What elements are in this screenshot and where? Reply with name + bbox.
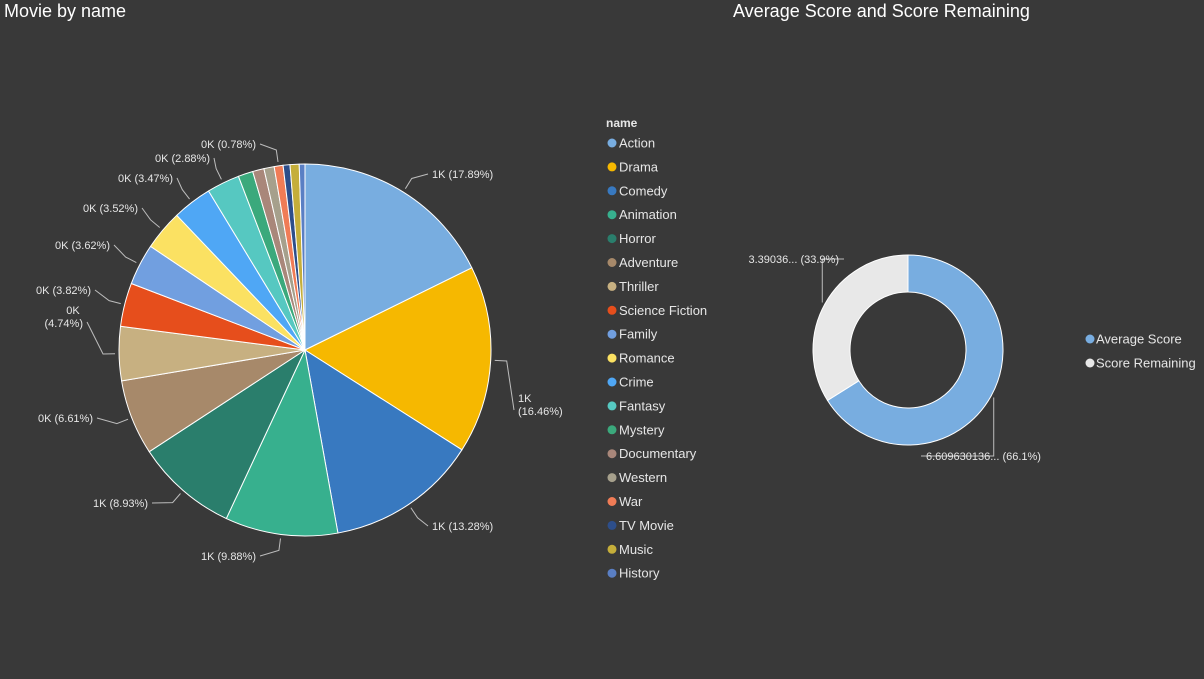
- legend-marker-documentary[interactable]: [607, 449, 617, 459]
- pie-leader-line-family: [113, 244, 137, 264]
- legend-marker-action[interactable]: [607, 138, 617, 148]
- legend-marker-history[interactable]: [607, 568, 617, 578]
- pie-data-label-fantasy: 0K (2.88%): [155, 153, 210, 165]
- legend-marker-adventure[interactable]: [607, 258, 617, 267]
- pie-leader-line-romance: [141, 207, 161, 228]
- pie-data-label-horror: 1K (8.93%): [93, 498, 148, 510]
- legend-item-horror[interactable]: Horror: [619, 231, 657, 246]
- pie-data-label-crime: 0K (3.47%): [118, 173, 173, 185]
- legend-item-mystery[interactable]: Mystery: [619, 422, 665, 437]
- legend-item-drama[interactable]: Drama: [619, 159, 659, 174]
- donut-slice-average-score[interactable]: [826, 254, 1004, 446]
- pie-data-label-action: 1K (17.89%): [432, 169, 493, 181]
- legend-item-war[interactable]: War: [619, 494, 643, 509]
- pie-data-label-family: 0K (3.62%): [55, 240, 110, 252]
- legend-marker-war[interactable]: [607, 497, 617, 506]
- pie-leader-line-war: [259, 143, 279, 162]
- pie-data-label-adventure: 0K (6.61%): [38, 413, 93, 425]
- pie-leader-line-drama: [494, 359, 515, 411]
- pie-leader-line-thriller: [86, 321, 116, 355]
- legend-marker-thriller[interactable]: [607, 281, 617, 291]
- pie-leader-line-comedy: [410, 507, 429, 527]
- legend-item-score-remaining[interactable]: Score Remaining: [1096, 356, 1196, 371]
- legend-item-documentary[interactable]: Documentary: [619, 446, 697, 461]
- legend-marker-music[interactable]: [607, 544, 617, 554]
- legend-item-western[interactable]: Western: [619, 470, 667, 485]
- legend-item-family[interactable]: Family: [619, 327, 658, 342]
- donut-leader-line-score-remaining: [821, 258, 844, 303]
- pie-slice-drama[interactable]: [304, 267, 492, 451]
- legend-item-action[interactable]: Action: [619, 136, 655, 151]
- legend-marker-score-remaining[interactable]: [1085, 358, 1095, 368]
- pie-slice-comedy[interactable]: [304, 349, 463, 534]
- pie-leader-line-action: [404, 173, 429, 189]
- legend-marker-western[interactable]: [607, 473, 617, 483]
- legend-item-animation[interactable]: Animation: [619, 207, 677, 222]
- pie-data-label-animation: 1K (9.88%): [201, 551, 256, 563]
- pie-data-label-romance: 0K (3.52%): [83, 203, 138, 215]
- pie-legend-title: name: [606, 116, 638, 130]
- legend-item-history[interactable]: History: [619, 566, 660, 581]
- pie-data-label-drama: 1K (16.46%): [518, 393, 563, 418]
- legend-marker-average-score[interactable]: [1085, 334, 1095, 344]
- pie-data-label-war: 0K (0.78%): [201, 139, 256, 151]
- legend-marker-comedy[interactable]: [607, 186, 617, 196]
- pie-data-label-science-fiction: 0K (3.82%): [36, 285, 91, 297]
- donut-slice-score-remaining[interactable]: [812, 254, 909, 402]
- legend-marker-horror[interactable]: [607, 234, 617, 244]
- legend-marker-science-fiction[interactable]: [607, 305, 617, 315]
- pie-slice-animation[interactable]: [225, 349, 339, 537]
- legend-item-crime[interactable]: Crime: [619, 375, 654, 390]
- pie-chart-title: Movie by name: [4, 1, 127, 21]
- legend-marker-fantasy[interactable]: [607, 401, 617, 411]
- legend-item-romance[interactable]: Romance: [619, 351, 675, 366]
- pie-slice-history[interactable]: [298, 163, 306, 351]
- donut-leader-line-average-score: [921, 397, 995, 457]
- legend-marker-crime[interactable]: [607, 377, 617, 387]
- legend-item-science-fiction[interactable]: Science Fiction: [619, 303, 707, 318]
- legend-marker-mystery[interactable]: [607, 425, 617, 435]
- legend-marker-animation[interactable]: [607, 210, 617, 220]
- donut-data-label-average-score: 6.609630136... (66.1%): [926, 451, 1041, 463]
- legend-item-comedy[interactable]: Comedy: [619, 183, 668, 198]
- pie-leader-line-adventure: [96, 417, 129, 425]
- pie-slice-horror[interactable]: [148, 349, 306, 520]
- legend-marker-tv-movie[interactable]: [607, 520, 617, 530]
- pie-leader-line-science-fiction: [94, 289, 121, 305]
- legend-item-music[interactable]: Music: [619, 542, 653, 557]
- pie-leader-line-fantasy: [213, 157, 222, 180]
- pie-leader-line-animation: [259, 538, 281, 557]
- legend-item-fantasy[interactable]: Fantasy: [619, 398, 666, 413]
- pie-data-label-comedy: 1K (13.28%): [432, 521, 493, 533]
- legend-item-average-score[interactable]: Average Score: [1096, 332, 1182, 347]
- donut-data-label-score-remaining: 3.39036... (33.9%): [748, 254, 839, 266]
- pie-leader-line-crime: [176, 177, 190, 200]
- legend-item-tv-movie[interactable]: TV Movie: [619, 518, 674, 533]
- legend-item-adventure[interactable]: Adventure: [619, 255, 678, 270]
- legend-marker-romance[interactable]: [607, 353, 617, 363]
- pie-data-label-thriller: 0K (4.74%): [44, 305, 83, 330]
- pie-slice-action[interactable]: [304, 163, 473, 351]
- pie-leader-line-horror: [151, 493, 181, 504]
- legend-marker-drama[interactable]: [607, 162, 617, 172]
- legend-marker-family[interactable]: [607, 329, 617, 339]
- donut-chart-title: Average Score and Score Remaining: [733, 1, 1030, 21]
- legend-item-thriller[interactable]: Thriller: [619, 279, 659, 294]
